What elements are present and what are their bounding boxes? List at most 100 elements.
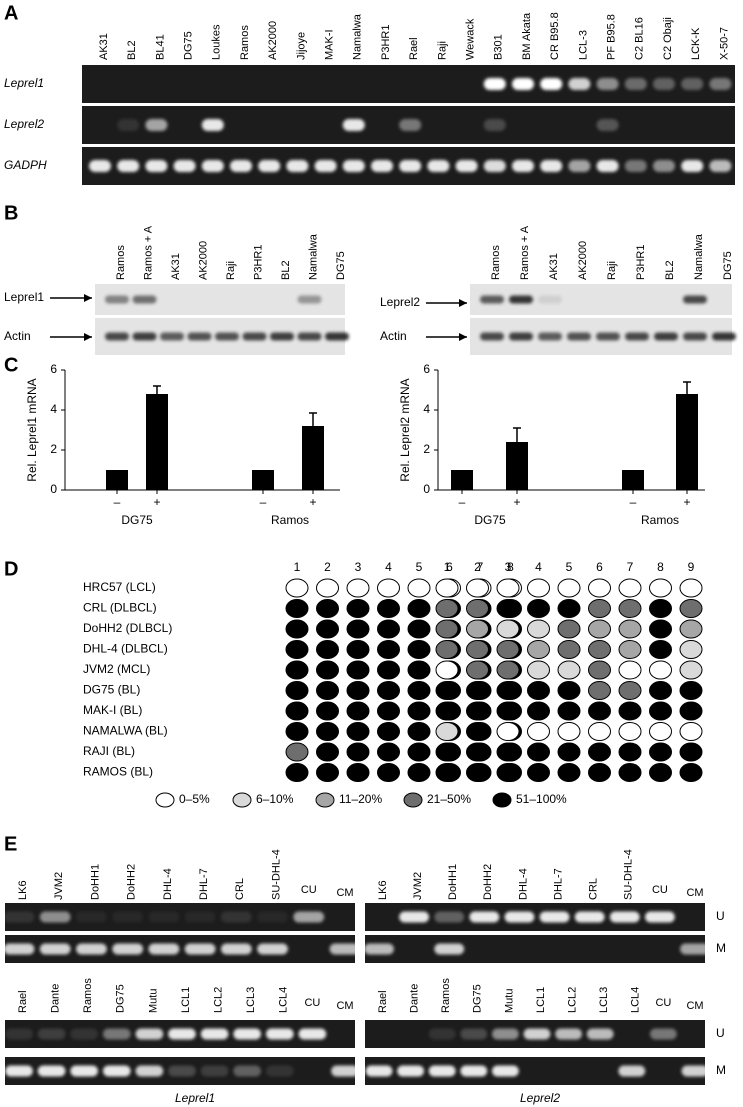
band	[509, 295, 533, 304]
dot	[407, 578, 431, 598]
dot	[407, 763, 431, 782]
dot	[346, 722, 370, 741]
dot	[496, 701, 520, 721]
band	[297, 295, 322, 304]
dot	[435, 599, 459, 618]
lane-label: LCL4	[630, 987, 642, 1013]
column-number: 9	[688, 560, 695, 574]
column-number: 4	[385, 560, 392, 574]
lane-label: DG75	[183, 31, 195, 60]
band	[342, 160, 365, 172]
y-axis-title: Rel. Leprel2 mRNA	[398, 378, 412, 481]
band	[596, 119, 619, 131]
lane-label: LCL1	[180, 987, 192, 1013]
band	[135, 1028, 164, 1040]
dot	[649, 701, 672, 721]
dot	[618, 619, 642, 639]
band	[624, 160, 647, 172]
arrow-head	[84, 333, 92, 341]
caption: Leprel1	[175, 1091, 215, 1105]
row-label: CRL (DLBCL)	[83, 601, 157, 615]
dot	[679, 742, 703, 762]
row-label: Actin	[380, 329, 407, 343]
lane-label: BL41	[154, 34, 166, 60]
dot	[316, 763, 339, 782]
y-tick-label: 6	[423, 362, 430, 376]
lane-label: Loukes	[211, 24, 223, 60]
dot	[618, 578, 642, 598]
dot	[588, 640, 611, 659]
band	[37, 1065, 66, 1077]
band	[540, 78, 563, 90]
band	[504, 911, 535, 923]
y-tick-label: 4	[50, 402, 57, 416]
row-label: DG75 (BL)	[83, 683, 140, 697]
dot	[377, 701, 400, 721]
band	[168, 1028, 196, 1040]
row-label: MAK-I (BL)	[83, 703, 142, 717]
dot	[618, 660, 642, 680]
band	[102, 1065, 131, 1077]
band	[160, 332, 184, 341]
dot	[679, 660, 703, 680]
legend-swatch	[232, 792, 252, 808]
band	[187, 332, 212, 341]
band	[257, 943, 288, 955]
row-label: JVM2 (MCL)	[83, 662, 150, 676]
column-number: 1	[444, 560, 451, 574]
row-label: HRC57 (LCL)	[83, 580, 156, 594]
column-number: 6	[446, 560, 453, 574]
band	[483, 78, 506, 90]
band	[257, 911, 288, 923]
dot	[496, 599, 520, 618]
dot	[557, 599, 581, 618]
bar	[106, 470, 128, 490]
lane-label: BM Akata	[521, 12, 533, 60]
band	[286, 160, 309, 172]
lane-label: DoHH1	[447, 864, 459, 900]
lane-label: JVM2	[53, 872, 65, 900]
band	[683, 295, 707, 304]
lane-label: DG75	[472, 984, 484, 1013]
arrow-head	[84, 294, 92, 302]
legend-label: 11–20%	[339, 792, 382, 806]
panel-label: E	[4, 833, 17, 855]
legend-label: 6–10%	[256, 792, 294, 806]
band	[491, 1028, 519, 1040]
band	[455, 160, 478, 172]
band	[540, 160, 563, 172]
row-label: Actin	[4, 329, 31, 343]
dot	[346, 599, 370, 618]
dot	[527, 640, 550, 659]
band	[37, 1028, 66, 1040]
dot	[649, 578, 672, 598]
bar	[302, 426, 324, 490]
dot	[285, 701, 309, 721]
row-label: U	[716, 909, 725, 923]
band	[469, 911, 500, 923]
band	[200, 1065, 229, 1077]
lane-label: AK31	[170, 253, 182, 280]
bar	[146, 394, 168, 490]
dot	[435, 660, 459, 680]
band	[555, 1028, 583, 1040]
lane-label: Ramos + A	[142, 225, 154, 280]
lane-label: DoHH1	[89, 864, 101, 900]
band	[596, 78, 619, 90]
row-label: U	[716, 1026, 725, 1040]
dot	[557, 660, 581, 680]
band	[709, 78, 732, 90]
lane-label: LK6	[17, 880, 29, 900]
band	[538, 332, 562, 341]
bar	[506, 442, 528, 490]
dot	[618, 763, 642, 782]
band	[712, 332, 736, 341]
dot	[496, 742, 520, 762]
lane-label: SU-DHL-4	[623, 849, 635, 900]
band	[596, 332, 620, 341]
band	[3, 911, 35, 923]
dot	[679, 578, 703, 598]
dot	[316, 742, 339, 762]
panel-label: B	[4, 202, 18, 224]
column-number: 3	[505, 560, 512, 574]
